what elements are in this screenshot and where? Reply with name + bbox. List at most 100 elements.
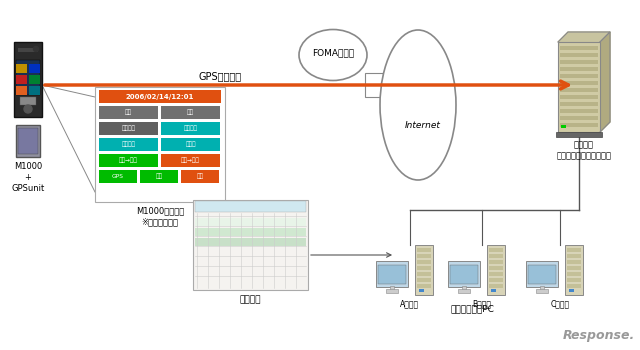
Polygon shape [558,32,610,42]
Bar [540,286,544,290]
Bar [556,132,602,137]
Bar [417,266,431,270]
Bar [450,265,478,284]
Bar [462,286,466,290]
Text: GPS情報送信: GPS情報送信 [198,71,241,81]
Bar [560,109,598,113]
Bar [558,42,600,132]
Bar [181,170,219,183]
Text: 管理画面: 管理画面 [240,295,261,304]
Text: 返車: 返車 [196,174,204,179]
Bar [29,86,40,95]
Bar [390,286,394,290]
Bar [567,248,581,252]
Text: 運行管理
アプリケーションサーバ: 運行管理 アプリケーションサーバ [557,140,611,160]
Bar [560,95,598,99]
Bar [195,218,306,226]
Bar [489,272,503,276]
Text: 発急: 発急 [125,110,132,115]
Bar [489,254,503,258]
Bar [417,278,431,282]
Bar [195,201,306,212]
Bar [16,86,27,95]
Bar [526,261,558,287]
Ellipse shape [380,30,456,180]
Text: 運行終了: 運行終了 [184,126,198,131]
Bar [489,266,503,270]
Bar [567,266,581,270]
Bar [20,97,36,105]
Bar [528,265,556,284]
Bar [569,289,574,292]
Bar [365,73,383,97]
Bar [161,122,220,135]
Bar [560,53,598,57]
Bar [487,245,505,295]
Bar [16,60,40,95]
Text: 一般: 一般 [156,174,163,179]
Bar [448,261,480,287]
Bar [417,254,431,258]
Text: 出発: 出発 [187,110,194,115]
Text: 一般→荷受: 一般→荷受 [119,158,138,163]
Bar [417,248,431,252]
Bar [567,272,581,276]
Text: GPS: GPS [112,174,124,179]
Bar [386,289,398,293]
Bar [140,170,178,183]
Bar [560,102,598,106]
Bar [161,154,220,167]
Bar [99,106,158,119]
Bar [489,284,503,288]
Bar [560,67,598,71]
Bar [567,284,581,288]
Bar [560,88,598,92]
Bar [491,289,496,292]
Bar [99,154,158,167]
Bar [195,238,306,246]
Bar [29,64,40,73]
Bar [560,116,598,120]
Bar [417,272,431,276]
Bar [489,260,503,264]
Bar [560,74,598,78]
Bar [99,122,158,135]
Bar [560,60,598,64]
Bar [419,289,424,292]
Bar [99,170,137,183]
Bar [99,138,158,151]
Bar [560,46,598,50]
Bar [195,228,306,236]
Bar [18,128,38,154]
Bar [378,265,406,284]
Bar [16,75,27,84]
Text: Internet: Internet [405,120,441,130]
Bar [29,75,40,84]
Bar [567,254,581,258]
Bar [560,81,598,85]
Text: C営業所: C営業所 [550,299,570,308]
Bar [561,125,566,128]
Bar [99,90,221,103]
Bar [18,48,38,52]
Bar [567,260,581,264]
Bar [567,278,581,282]
Text: クライアントPC: クライアントPC [450,304,494,313]
Bar [161,138,220,151]
Bar [560,123,598,127]
Circle shape [24,105,32,113]
Bar [536,289,548,293]
Text: 伝票入力: 伝票入力 [122,142,136,147]
Bar [417,284,431,288]
Bar [95,87,225,202]
Bar [16,125,40,157]
Text: 2006/02/14/12:01: 2006/02/14/12:01 [126,93,194,99]
Text: M1000操作画面
※イメージ画面: M1000操作画面 ※イメージ画面 [136,206,184,226]
Bar [193,200,308,290]
Bar [417,260,431,264]
Bar [161,106,220,119]
Text: A営業所: A営業所 [401,299,420,308]
Polygon shape [600,32,610,132]
Text: B営業所: B営業所 [472,299,492,308]
Bar [489,278,503,282]
